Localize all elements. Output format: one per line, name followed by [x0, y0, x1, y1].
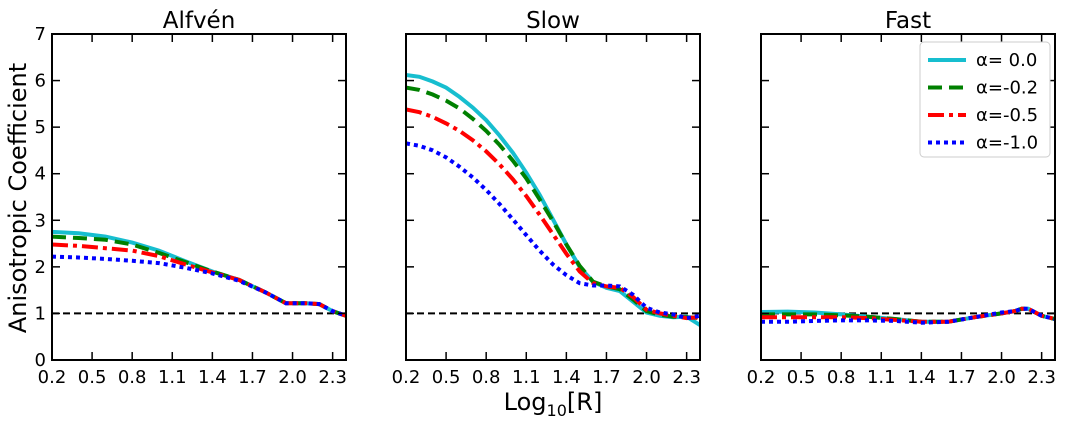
x-tick-label: 2.0 [632, 367, 661, 388]
plot-frame [405, 33, 701, 361]
x-tick-label: 0.8 [472, 367, 501, 388]
x-axis-label-sub: 10 [547, 401, 567, 420]
x-tick-label: 0.2 [38, 367, 67, 388]
series-line [406, 141, 700, 321]
series-line [406, 107, 700, 321]
x-tick-label: 1.1 [512, 367, 541, 388]
x-tick-label: 1.7 [947, 367, 976, 388]
series-line [406, 73, 700, 327]
panel-slow: Slow 0.2 0.5 0.8 1.1 1.4 1.7 2.0 2.3 [392, 8, 701, 388]
x-tick-label: 1.1 [867, 367, 896, 388]
x-tick-label: 0.5 [432, 367, 461, 388]
x-tick-label: 2.0 [278, 367, 307, 388]
x-tick-label: 0.2 [392, 367, 421, 388]
x-tick-label: 1.4 [907, 367, 936, 388]
y-tick-label: 4 [35, 164, 46, 185]
x-tick-label: 0.8 [827, 367, 856, 388]
y-tick-label: 6 [35, 71, 46, 92]
panels-layer: Alfvén 0.2 0.5 0.8 1.1 1.4 1.7 2.0 2.3 0 1 2 3 4 5 6 7 Sl… [35, 8, 1056, 388]
x-tick-label: 0.5 [78, 367, 107, 388]
y-tick-label: 3 [35, 210, 46, 231]
series-line [52, 254, 346, 318]
plot-frame [51, 33, 347, 361]
x-axis-label: Log10[R] [504, 388, 603, 420]
panel-title: Fast [885, 8, 931, 34]
legend-label: α= 0.0 [976, 50, 1037, 71]
series-line [761, 306, 1055, 325]
legend-label: α=-1.0 [976, 133, 1038, 154]
x-tick-label: 1.7 [592, 367, 621, 388]
panel-title: Alfvén [163, 8, 236, 34]
x-tick-label: 1.1 [158, 367, 187, 388]
panel-title: Slow [526, 8, 580, 34]
plot-frame [760, 33, 1056, 361]
y-tick-label: 7 [35, 24, 46, 45]
series-line [406, 85, 700, 321]
legend-box [919, 41, 1051, 158]
x-tick-label: 0.8 [118, 367, 147, 388]
x-tick-label: 1.4 [198, 367, 227, 388]
y-tick-label: 1 [35, 303, 46, 324]
x-tick-label: 2.3 [1027, 367, 1056, 388]
x-axis-label-base: Log [504, 388, 547, 416]
panel-fast: Fast 0.2 0.5 0.8 1.1 1.4 1.7 2.0 2.3 α= 0.0 α=-0.2… [747, 8, 1056, 388]
legend-label: α=-0.5 [976, 105, 1038, 126]
x-tick-label: 0.2 [747, 367, 776, 388]
y-axis-label: Anisotropic Coefficient [4, 63, 32, 333]
x-tick-label: 1.7 [238, 367, 267, 388]
x-tick-label: 2.3 [672, 367, 701, 388]
legend-label: α=-0.2 [976, 78, 1038, 99]
x-axis-label-rest: [R] [567, 388, 602, 416]
panel-alfvn: Alfvén 0.2 0.5 0.8 1.1 1.4 1.7 2.0 2.3 0 1 2 3 4 5 6 7 [35, 8, 347, 388]
legend: α= 0.0 α=-0.2 α=-0.5 α=-1.0 [919, 41, 1051, 158]
y-tick-label: 5 [35, 117, 46, 138]
x-tick-label: 2.3 [318, 367, 347, 388]
x-tick-label: 1.4 [552, 367, 581, 388]
y-tick-label: 0 [35, 350, 46, 371]
x-tick-label: 2.0 [987, 367, 1016, 388]
x-tick-label: 0.5 [787, 367, 816, 388]
y-tick-label: 2 [35, 257, 46, 278]
